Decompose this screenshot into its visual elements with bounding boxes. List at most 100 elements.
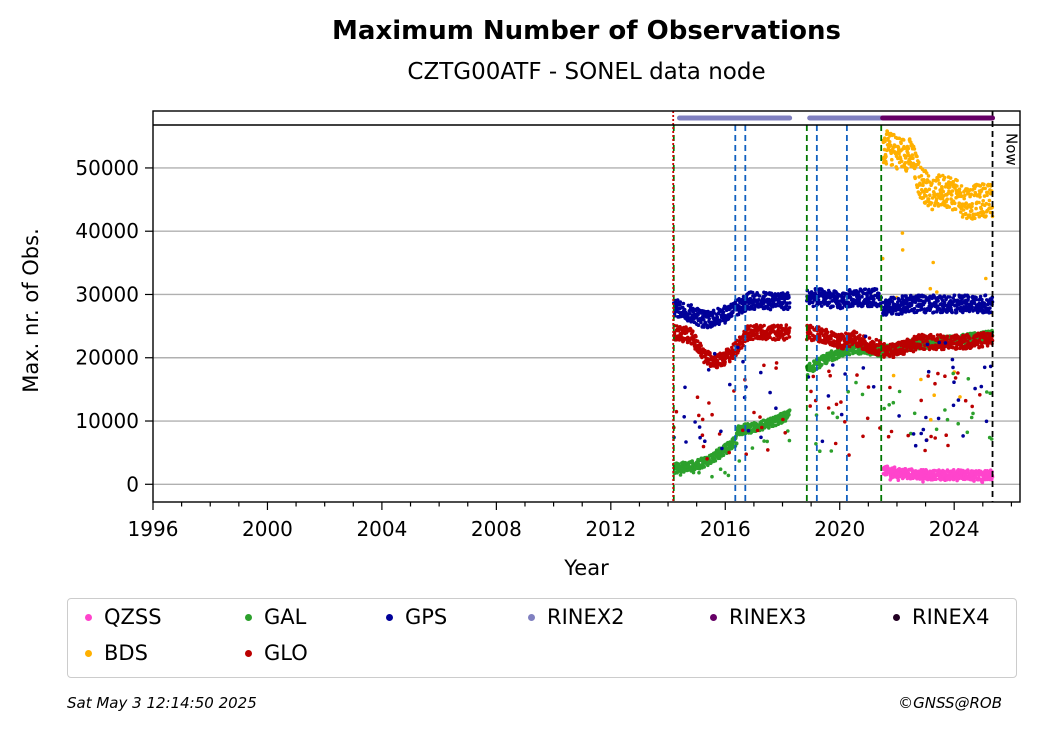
point-glo (905, 349, 909, 353)
point-bds (884, 154, 888, 159)
point-glo (749, 334, 753, 339)
point-glo (787, 326, 792, 330)
point-bds (913, 176, 917, 181)
point-bds (893, 144, 897, 149)
point-gal (765, 439, 769, 444)
point-bds (929, 417, 933, 422)
point-gal (835, 415, 840, 420)
point-bds (895, 167, 899, 171)
point-gps (712, 351, 717, 356)
point-gps (702, 325, 706, 329)
point-gal (787, 408, 792, 413)
point-glo (970, 404, 974, 409)
footer-date: Sat May 3 12:14:50 2025 (67, 694, 257, 712)
point-gal (706, 463, 710, 468)
point-glo (762, 323, 766, 328)
point-bds (967, 213, 972, 217)
legend-marker (710, 613, 717, 621)
point-gps (982, 365, 987, 370)
point-bds (900, 248, 905, 252)
point-gps (974, 295, 978, 300)
point-bds (899, 141, 903, 146)
point-gps (911, 432, 916, 436)
legend-marker (85, 613, 92, 621)
point-gps (921, 427, 926, 432)
point-gal (860, 392, 865, 397)
point-gps (774, 406, 778, 411)
point-gal (966, 377, 971, 381)
point-gps (699, 320, 703, 325)
point-glo (755, 331, 759, 336)
point-gps (966, 297, 970, 302)
point-bds (948, 176, 953, 180)
legend-label: RINEX3 (729, 605, 807, 629)
point-glo (935, 333, 940, 337)
point-bds (981, 211, 986, 215)
point-bds (985, 193, 989, 197)
point-glo (715, 365, 720, 370)
legend-marker (386, 613, 393, 621)
point-glo (774, 361, 779, 365)
point-gal (909, 431, 913, 436)
point-gps (839, 412, 844, 417)
point-glo (946, 443, 950, 448)
point-glo (945, 337, 949, 342)
point-glo (741, 428, 745, 433)
point-gps (721, 310, 726, 315)
point-bds (891, 373, 896, 378)
point-gps (703, 320, 708, 325)
point-gps (912, 306, 917, 311)
point-gal (831, 411, 835, 415)
point-gps (826, 394, 831, 398)
point-gal (827, 358, 831, 362)
point-bds (921, 183, 925, 187)
chart-legend: QZSS GAL GPS RINEX2 RINEX3 RINEX4 BDS GLO (67, 598, 1017, 678)
point-glo (944, 433, 948, 438)
point-gps (983, 293, 988, 298)
point-bds (928, 193, 932, 197)
point-bds (930, 181, 934, 186)
point-qzss (934, 477, 938, 482)
point-glo (697, 413, 701, 418)
point-bds (959, 210, 963, 214)
point-glo (953, 376, 958, 380)
point-gps (956, 398, 961, 402)
point-gal (854, 380, 858, 385)
point-gps (923, 295, 928, 299)
point-bds (955, 178, 959, 183)
point-glo (977, 338, 982, 342)
point-glo (727, 450, 731, 455)
point-bds (932, 191, 937, 196)
point-glo (755, 428, 760, 433)
point-gal (829, 449, 834, 453)
point-gps (950, 357, 955, 362)
point-bds (984, 201, 989, 206)
point-gps (689, 303, 693, 307)
point-bds (906, 146, 911, 151)
point-qzss (972, 479, 976, 483)
point-gal (786, 429, 790, 433)
point-glo (691, 329, 695, 334)
point-glo (956, 371, 960, 375)
point-glo (725, 355, 730, 360)
point-bds (962, 196, 966, 201)
point-glo (854, 330, 859, 335)
point-glo (926, 374, 930, 378)
point-gps (970, 305, 974, 309)
point-bds (937, 181, 942, 186)
point-bds (900, 231, 905, 235)
point-bds (972, 193, 977, 198)
x-tick-label: 2020 (814, 517, 865, 541)
y-tick-label: 50000 (75, 156, 139, 180)
point-gps (787, 305, 792, 310)
point-glo (834, 402, 839, 407)
point-bds (901, 138, 906, 142)
point-bds (941, 189, 946, 194)
point-bds (915, 154, 919, 159)
point-gal (897, 389, 902, 394)
point-gps (811, 304, 816, 309)
point-gps (675, 306, 679, 311)
point-gal (819, 363, 824, 367)
point-bds (940, 186, 944, 191)
